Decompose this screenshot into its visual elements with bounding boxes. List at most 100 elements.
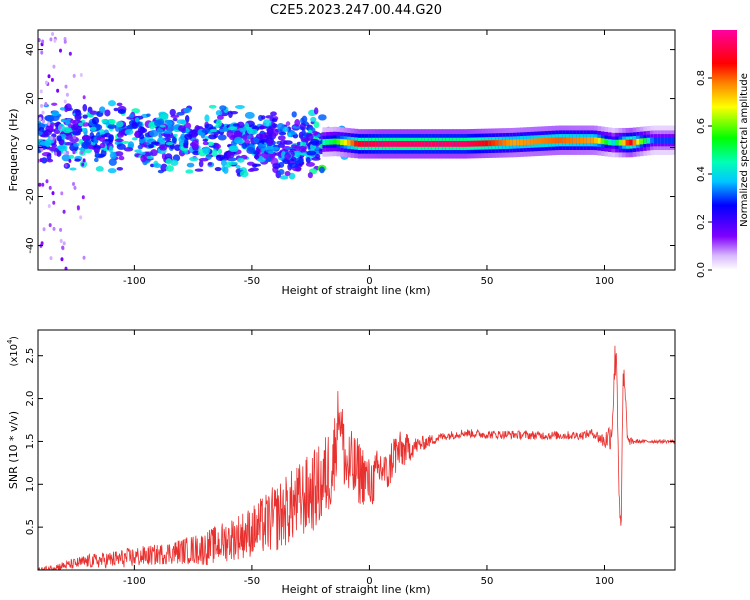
colorbar-label: Normalized spectral amplitude xyxy=(739,73,750,227)
spectrogram-cell xyxy=(51,191,55,196)
spectrogram-cell xyxy=(178,125,186,132)
spectrogram-cell xyxy=(215,109,223,116)
spectrogram-cell xyxy=(495,140,500,146)
spectrogram-cell xyxy=(421,140,426,147)
snr-frame xyxy=(37,329,676,571)
spectrogram-cell xyxy=(364,140,369,147)
spectrogram-cell xyxy=(194,168,204,172)
spectrogram-cell xyxy=(165,165,174,172)
spectrogram-cell xyxy=(271,118,278,123)
spectrogram-cell xyxy=(310,116,317,123)
spectrogram-cell xyxy=(442,140,447,147)
spectrogram-cell xyxy=(198,157,209,162)
spectrogram-cell xyxy=(284,152,291,160)
spectrogram-cell xyxy=(417,140,422,147)
spectrogram-cell xyxy=(127,141,135,149)
spectrogram-cell xyxy=(526,138,532,145)
spectrogram-cell xyxy=(82,255,86,260)
spectrogram-cell xyxy=(332,138,338,145)
spectrogram-cell xyxy=(268,150,274,155)
spectrogram-ytick-label: -20 xyxy=(25,188,36,204)
spectrogram-cell xyxy=(209,128,218,133)
spectrogram-cell xyxy=(242,134,248,141)
spectrogram-cell xyxy=(146,155,154,160)
spectrogram-cell xyxy=(298,145,307,152)
spectrogram-cell xyxy=(79,73,83,78)
spectrogram-cell xyxy=(470,140,475,147)
spectrogram-cell xyxy=(48,124,53,132)
spectrogram-cell xyxy=(107,168,117,174)
spectrogram-axes: -100 -50 0 50 100 -40 -20 0 20 40 xyxy=(25,30,675,287)
spectrogram-cell xyxy=(173,144,182,152)
spectrogram-cell xyxy=(653,137,658,144)
spectrogram-cell xyxy=(184,114,190,123)
spectrogram-cell xyxy=(258,125,268,130)
spectrogram-cell xyxy=(40,103,44,108)
spectrogram-cell xyxy=(474,140,479,147)
spectrogram-cell xyxy=(244,111,255,119)
spectrogram-cell xyxy=(50,114,60,122)
snr-ytick-label: 0.5 xyxy=(25,519,36,535)
spectrogram-cell xyxy=(329,138,334,145)
snr-xtick-label: -50 xyxy=(244,576,260,587)
spectrogram-cell xyxy=(220,159,227,167)
spectrogram-cell xyxy=(59,239,63,244)
spectrogram-cell xyxy=(62,209,66,214)
spectrogram-cell xyxy=(295,166,302,172)
spectrogram-cell xyxy=(44,80,48,85)
spectrogram-heatmap xyxy=(38,32,675,270)
spectrogram-cell xyxy=(82,158,86,163)
spectrogram-cell xyxy=(65,92,69,97)
spectrogram-cell xyxy=(378,140,383,147)
spectrogram-cell xyxy=(173,133,178,137)
spectrogram-cell xyxy=(660,137,666,144)
spectrogram-cell xyxy=(523,139,528,145)
colorbar-tick-label: 0.4 xyxy=(696,166,707,182)
spectrogram-cell xyxy=(51,102,58,106)
spectrogram-cell xyxy=(618,139,623,146)
spectrogram-cell xyxy=(218,128,228,133)
spectrogram-cell xyxy=(284,171,291,177)
spectrogram-cell xyxy=(63,142,73,146)
spectrogram-cell xyxy=(108,100,116,107)
spectrogram-cell xyxy=(137,126,146,135)
spectrogram-cell xyxy=(104,109,111,117)
spectrogram-cell xyxy=(141,144,148,148)
snr-axes: -100 -50 0 50 100 0.5 1.0 1.5 2.0 2.5 xyxy=(25,330,675,587)
spectrogram-cell xyxy=(291,144,298,149)
spectrogram-cell xyxy=(109,134,114,141)
spectrogram-cell xyxy=(93,148,100,154)
spectrogram-cell xyxy=(108,118,116,125)
spectrogram-cell xyxy=(42,227,46,232)
spectrogram-cell xyxy=(449,140,454,147)
spectrogram-cell xyxy=(216,114,224,120)
spectrogram-cell xyxy=(664,137,669,144)
spectrogram-cell xyxy=(236,157,245,163)
snr-plot-area xyxy=(38,330,675,570)
spectrogram-cell xyxy=(150,141,160,145)
spectrogram-cell xyxy=(207,162,212,166)
snr-ytick-label: 2.0 xyxy=(25,391,36,407)
spectrogram-cell xyxy=(78,147,85,151)
spectrogram-cell xyxy=(325,138,331,145)
spectrogram-cell xyxy=(72,150,76,155)
spectrogram-cell xyxy=(201,128,210,134)
spectrogram-cell xyxy=(537,138,542,145)
spectrogram-cell xyxy=(396,140,401,147)
spectrogram-cell xyxy=(40,241,44,246)
spectrogram-cell xyxy=(48,185,52,190)
snr-xtick-label: -100 xyxy=(123,576,146,587)
snr-xtick-label: 100 xyxy=(595,576,614,587)
spectrogram-cell xyxy=(285,121,291,126)
spectrogram-cell xyxy=(78,122,85,127)
spectrogram-cell xyxy=(530,138,535,145)
spectrogram-cell xyxy=(636,138,641,145)
spectrogram-cell xyxy=(278,131,287,136)
spectrogram-cell xyxy=(428,140,433,147)
spectrogram-cell xyxy=(597,137,602,144)
spectrogram-cell xyxy=(68,154,75,159)
spectrogram-cell xyxy=(50,136,54,141)
spectrogram-cell xyxy=(431,140,436,147)
spectrogram-cell xyxy=(368,140,373,147)
spectrogram-cell xyxy=(263,155,269,159)
